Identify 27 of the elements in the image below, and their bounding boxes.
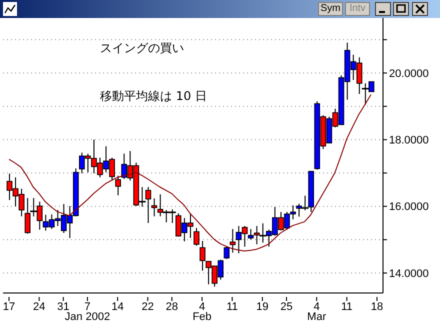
text: Intv [345,2,370,16]
annotation: スイングの買い [100,40,184,57]
x-tick-label: 14 [111,301,124,313]
x-tick-label: 4 Feb [192,301,212,323]
candlestick [200,240,206,272]
x-tick-label: 18 [370,301,384,313]
y-tick-label: 20.0000 [389,68,429,80]
x-tick-label: 28 [166,301,178,313]
x-tick-label: 25 [280,301,293,313]
x-tick-label: 24 [33,301,46,313]
candlestick [194,228,200,246]
candlestick [115,175,121,196]
y-tick-label: 16.0000 [389,201,429,214]
x-tick-label: 11 [226,301,238,313]
x-tick-label: 11 [341,301,353,313]
x-tick-label: 22 [142,301,154,313]
text: Sym [318,2,343,16]
x-tick-label: 19 [256,301,268,313]
candlestick [230,228,236,254]
y-tick-label: 18.0000 [389,134,429,147]
annotation: 移動平均線は 10 日 [100,88,207,105]
x-tick-label: 4 Mar [307,301,326,323]
y-tick-label: 14.0000 [389,268,429,280]
x-tick-label: 17 [2,301,16,313]
x-tick-label: 31 [57,301,70,313]
candlestick [145,186,152,224]
candlestick [224,246,230,260]
